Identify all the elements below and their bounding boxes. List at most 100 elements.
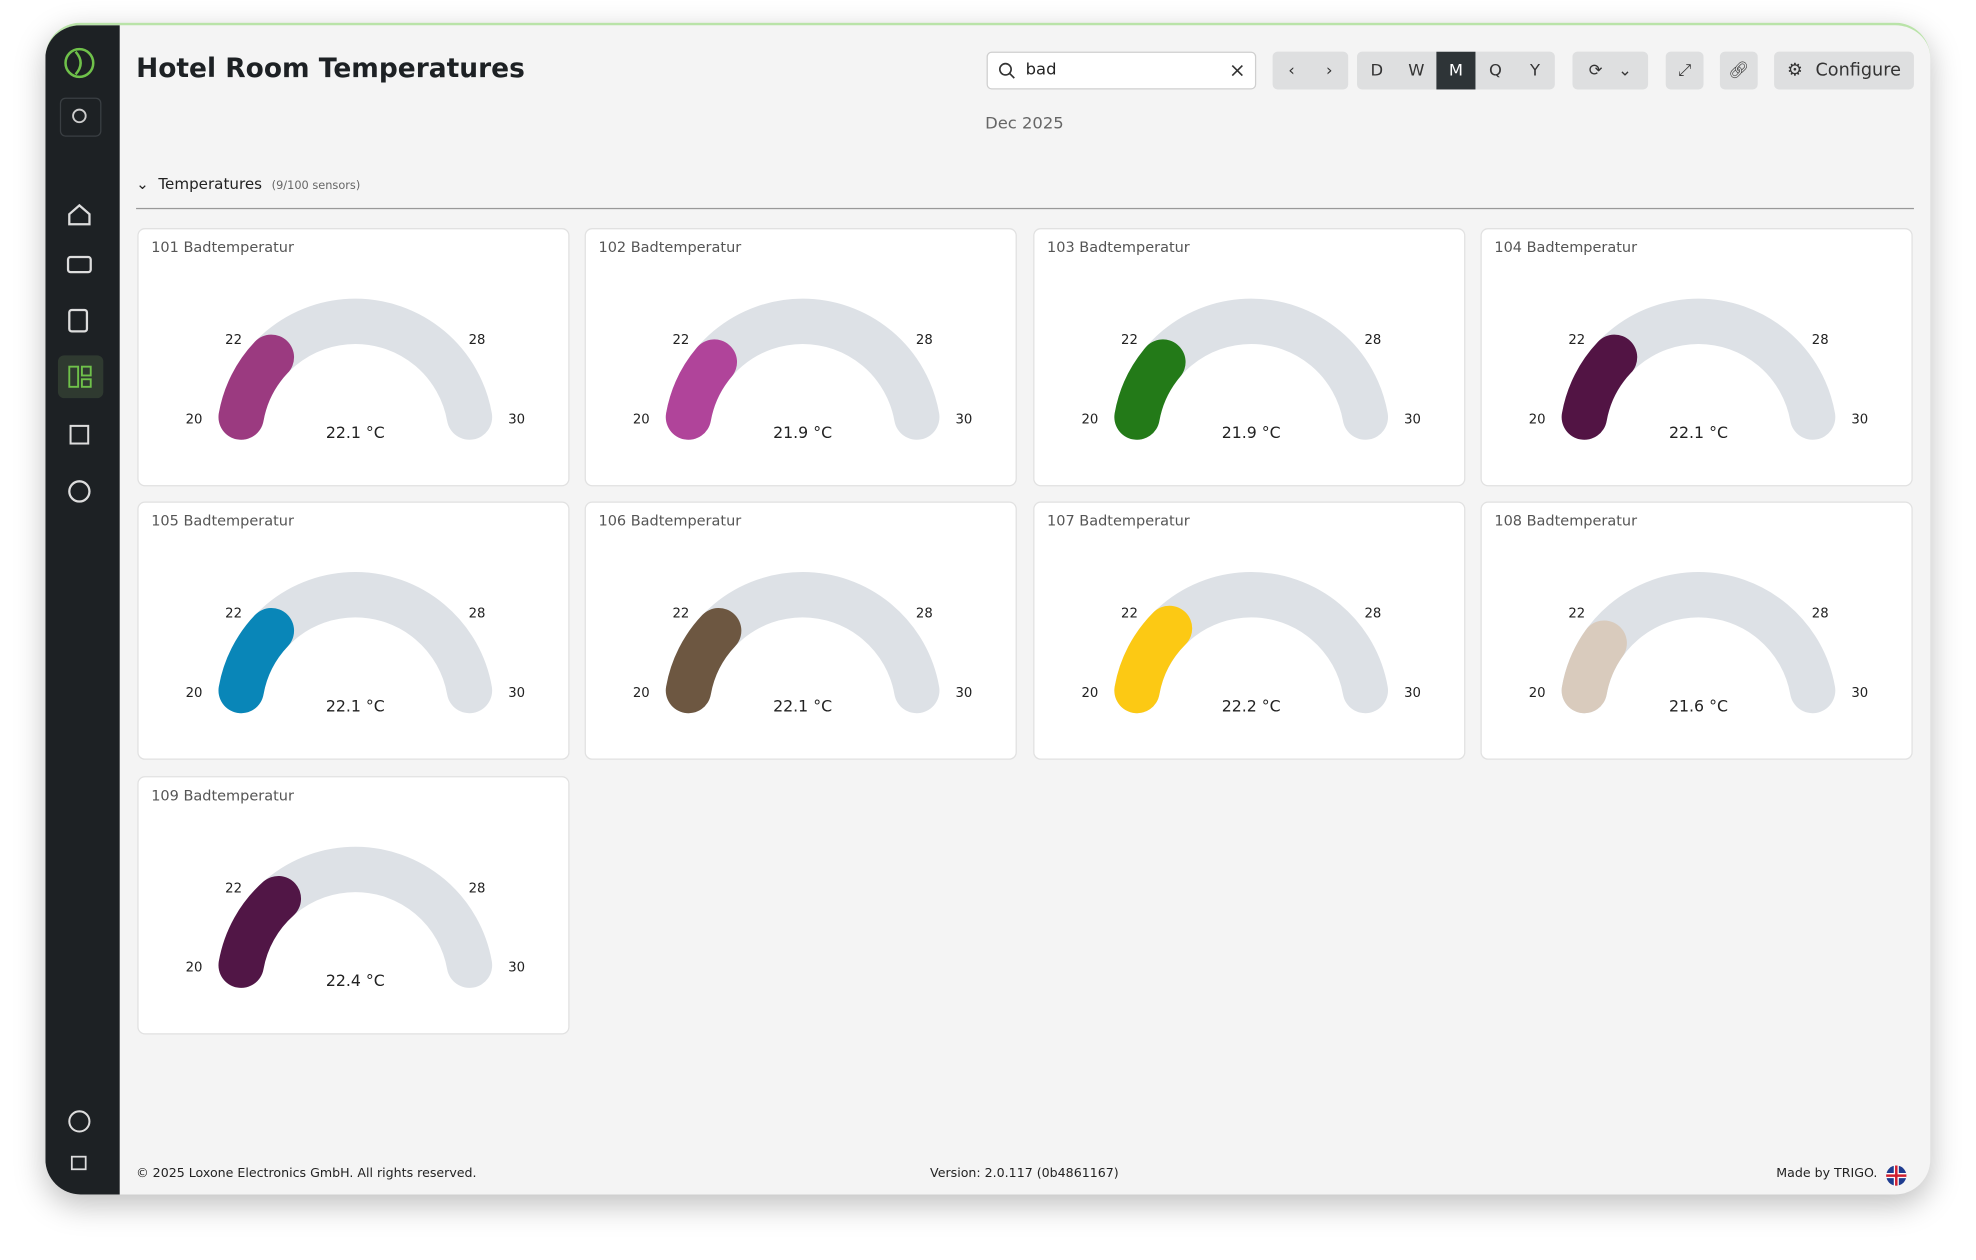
gauge-tick-label: 30 xyxy=(1404,686,1421,701)
devices-icon[interactable] xyxy=(69,424,90,445)
gauge-tick-label: 28 xyxy=(469,881,486,896)
period-button[interactable]: Q xyxy=(1489,61,1502,81)
gauge-title: 106 Badtemperatur xyxy=(599,514,742,530)
period-button[interactable]: D xyxy=(1370,61,1384,81)
gauge-tick-label: 22 xyxy=(673,607,690,622)
gauge-card: 101 Badtemperatur 22.1 °C 20 22 28 30 xyxy=(137,228,570,487)
gauge-tick-label: 20 xyxy=(633,413,650,428)
gauge-tick-label: 22 xyxy=(1568,607,1585,622)
gauge: 108 Badtemperatur 21.6 °C 20 22 28 30 xyxy=(1494,514,1868,716)
gauge-tick-label: 22 xyxy=(1568,333,1585,348)
section-note: (9/100 sensors) xyxy=(271,180,361,193)
gauge-value-label: 21.9 °C xyxy=(774,423,833,442)
gauge-title: 109 Badtemperatur xyxy=(151,788,294,804)
period-label: Dec 2025 xyxy=(985,114,1064,134)
gauge-card: 109 Badtemperatur 22.4 °C 20 22 28 30 xyxy=(137,775,570,1034)
language-flag[interactable] xyxy=(1885,1164,1908,1187)
link-button[interactable]: 🔗︎ xyxy=(1719,51,1758,90)
dashboard-icon xyxy=(80,378,92,388)
gauge-tick-label: 30 xyxy=(508,413,525,428)
nav-buttons[interactable]: ‹ › xyxy=(1272,51,1349,90)
gauge-tick-label: 20 xyxy=(186,960,203,975)
gauge-title: 105 Badtemperatur xyxy=(151,514,294,530)
gauge-tick-label: 28 xyxy=(916,333,933,348)
gauge-card: 107 Badtemperatur 22.2 °C 20 22 28 30 xyxy=(1032,501,1465,761)
gauge: 107 Badtemperatur 22.2 °C 20 22 28 30 xyxy=(1047,514,1421,716)
gauge-tick-label: 20 xyxy=(1081,413,1098,428)
gauge-tick-label: 22 xyxy=(1121,333,1138,348)
gauge-value-label: 22.1 °C xyxy=(326,697,385,716)
gauge-tick-label: 28 xyxy=(1812,607,1829,622)
gauge-tick-label: 30 xyxy=(1851,686,1868,701)
gauge-value-label: 21.6 °C xyxy=(1669,697,1728,716)
logo-mark xyxy=(74,50,82,76)
tasks-icon[interactable] xyxy=(68,308,89,333)
gauge-card: 108 Badtemperatur 21.6 °C 20 22 28 30 xyxy=(1480,501,1913,761)
gauge-tick-label: 28 xyxy=(469,333,486,348)
logo xyxy=(64,47,95,79)
dashboard-icon xyxy=(80,365,92,377)
gauge-value-arc xyxy=(1561,620,1627,714)
gauge-title: 104 Badtemperatur xyxy=(1494,240,1637,256)
page-title: Hotel Room Temperatures xyxy=(136,52,525,84)
gauge-value-label: 22.1 °C xyxy=(326,423,385,442)
gauge: 106 Badtemperatur 22.1 °C 20 22 28 30 xyxy=(599,514,973,716)
search-icon xyxy=(998,62,1015,79)
gauge-value-label: 22.1 °C xyxy=(1669,423,1728,442)
logout-icon[interactable] xyxy=(70,1155,87,1171)
gauge-tick-label: 28 xyxy=(1364,607,1381,622)
expand-button[interactable]: ⤢ xyxy=(1665,51,1704,90)
gauge-value-arc xyxy=(666,608,742,714)
section-header[interactable]: ⌄ Temperatures (9/100 sensors) xyxy=(136,175,361,193)
period-button[interactable]: Y xyxy=(1529,61,1541,81)
card-icon[interactable] xyxy=(66,255,92,274)
dashboard-icon xyxy=(68,365,80,388)
gauge: 101 Badtemperatur 22.1 °C 20 22 28 30 xyxy=(151,240,525,442)
gauge-title: 102 Badtemperatur xyxy=(599,240,742,256)
gauge-title: 107 Badtemperatur xyxy=(1047,514,1190,530)
gauge-tick-label: 30 xyxy=(956,413,973,428)
gauge-value-label: 21.9 °C xyxy=(1221,423,1280,442)
search-button[interactable] xyxy=(59,97,102,137)
dashboard-active[interactable] xyxy=(57,355,104,399)
gauge-tick-label: 22 xyxy=(225,333,242,348)
gauge-value-arc xyxy=(666,339,738,440)
gauge-tick-label: 28 xyxy=(916,607,933,622)
gauge-tick-label: 30 xyxy=(508,686,525,701)
gauge-value-arc xyxy=(218,334,295,440)
gauge-card: 104 Badtemperatur 22.1 °C 20 22 28 30 xyxy=(1480,228,1913,487)
gauge-value-label: 22.4 °C xyxy=(326,971,385,990)
period-button[interactable]: M xyxy=(1436,51,1476,90)
gauge: 102 Badtemperatur 21.9 °C 20 22 28 30 xyxy=(599,240,973,442)
search-icon xyxy=(72,108,87,124)
gauge-tick-label: 30 xyxy=(1404,413,1421,428)
refresh-button[interactable]: ⟳ ⌄ xyxy=(1572,51,1649,90)
gauge-tick-label: 28 xyxy=(1364,333,1381,348)
gauge: 105 Badtemperatur 22.1 °C 20 22 28 30 xyxy=(151,514,525,716)
settings-icon[interactable] xyxy=(68,480,91,503)
sidebar-icons xyxy=(57,47,104,1171)
account-icon[interactable] xyxy=(68,1110,91,1133)
gauge-tick-label: 20 xyxy=(1529,686,1546,701)
gauge-title: 101 Badtemperatur xyxy=(151,240,294,256)
gauge-value-arc xyxy=(1113,339,1186,440)
gauge-card: 105 Badtemperatur 22.1 °C 20 22 28 30 xyxy=(137,501,570,761)
gauge-tick-label: 28 xyxy=(469,607,486,622)
gauge-value-arc xyxy=(1113,606,1192,714)
search-box[interactable]: bad xyxy=(986,51,1257,90)
gauge: 103 Badtemperatur 21.9 °C 20 22 28 30 xyxy=(1047,240,1421,442)
gauge-card: 102 Badtemperatur 21.9 °C 20 22 28 30 xyxy=(585,228,1018,487)
configure-button[interactable]: ⚙︎ Configure xyxy=(1774,51,1914,90)
clear-icon[interactable] xyxy=(1231,64,1244,77)
search-text: bad xyxy=(1025,60,1057,80)
home-icon[interactable] xyxy=(68,203,91,226)
gauge-tick-label: 30 xyxy=(508,960,525,975)
gauge-tick-label: 22 xyxy=(225,881,242,896)
period-button[interactable]: W xyxy=(1408,61,1425,81)
gauge-title: 108 Badtemperatur xyxy=(1494,514,1637,530)
version: Version: 2.0.117 (0b4861167) xyxy=(930,1166,1119,1181)
configure-label: Configure xyxy=(1815,60,1901,81)
